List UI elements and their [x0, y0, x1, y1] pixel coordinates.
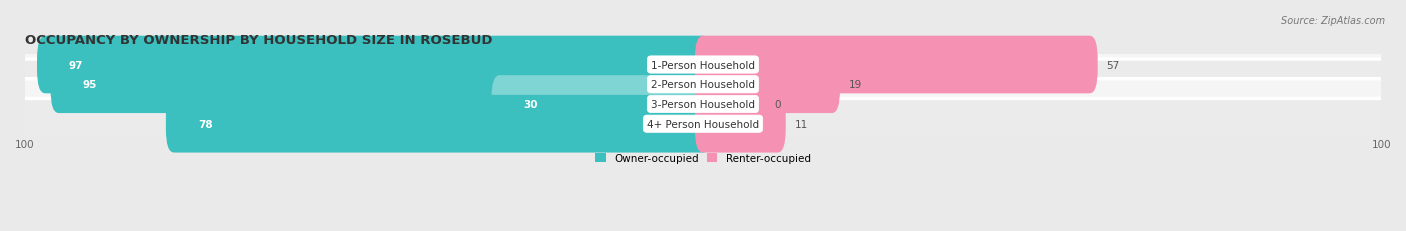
FancyBboxPatch shape	[37, 36, 711, 94]
Text: Source: ZipAtlas.com: Source: ZipAtlas.com	[1281, 16, 1385, 26]
FancyBboxPatch shape	[6, 40, 1400, 91]
FancyBboxPatch shape	[492, 76, 711, 133]
Text: OCCUPANCY BY OWNERSHIP BY HOUSEHOLD SIZE IN ROSEBUD: OCCUPANCY BY OWNERSHIP BY HOUSEHOLD SIZE…	[25, 33, 492, 46]
Text: 4+ Person Household: 4+ Person Household	[647, 119, 759, 129]
FancyBboxPatch shape	[695, 95, 786, 153]
Text: 11: 11	[794, 119, 808, 129]
Text: 1-Person Household: 1-Person Household	[651, 60, 755, 70]
Text: 0: 0	[775, 100, 780, 109]
Text: 19: 19	[849, 80, 862, 90]
FancyBboxPatch shape	[6, 79, 1400, 130]
Text: 2-Person Household: 2-Person Household	[651, 80, 755, 90]
Text: 30: 30	[523, 100, 537, 109]
FancyBboxPatch shape	[695, 36, 1098, 94]
Text: 95: 95	[83, 80, 97, 90]
Text: 57: 57	[1107, 60, 1119, 70]
Legend: Owner-occupied, Renter-occupied: Owner-occupied, Renter-occupied	[595, 154, 811, 164]
FancyBboxPatch shape	[6, 99, 1400, 149]
FancyBboxPatch shape	[51, 56, 711, 114]
Text: 78: 78	[198, 119, 212, 129]
Text: 97: 97	[69, 60, 83, 70]
FancyBboxPatch shape	[695, 56, 839, 114]
Text: 3-Person Household: 3-Person Household	[651, 100, 755, 109]
FancyBboxPatch shape	[6, 60, 1400, 110]
FancyBboxPatch shape	[695, 76, 765, 133]
FancyBboxPatch shape	[166, 95, 711, 153]
